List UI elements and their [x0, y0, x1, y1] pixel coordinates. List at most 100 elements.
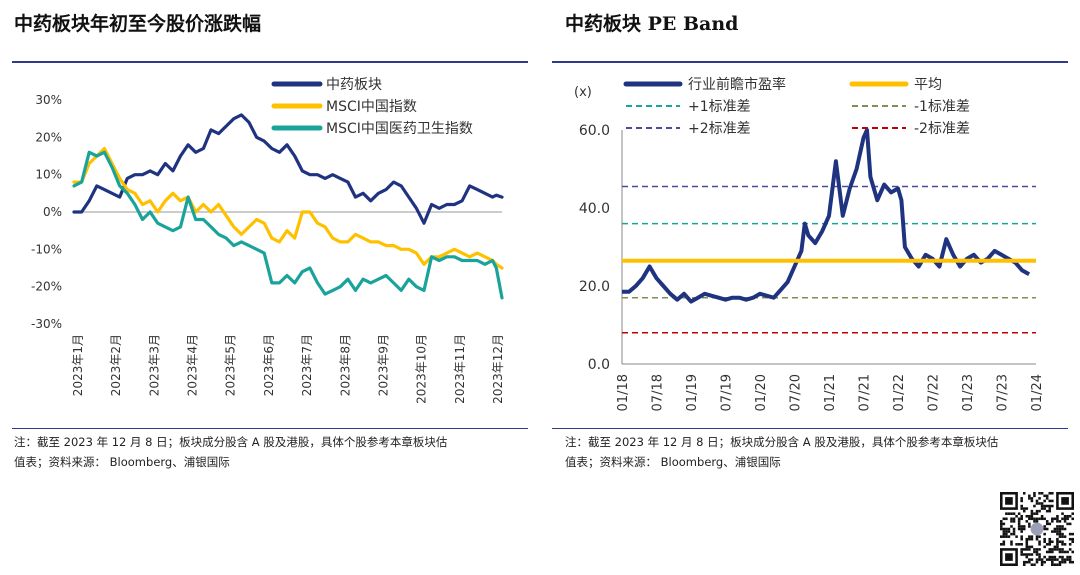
qr-module — [1002, 532, 1006, 536]
qr-module — [1045, 558, 1049, 561]
x-tick-label: 2023年3月 — [147, 334, 161, 396]
qr-module — [1000, 522, 1003, 526]
qr-module — [1056, 517, 1059, 521]
right-note-line1: 注：截至 2023 年 12 月 8 日；板块成分股含 A 股及港股，具体个股参… — [565, 435, 999, 449]
qr-module — [1033, 504, 1036, 508]
qr-module — [1038, 558, 1041, 561]
qr-module — [1005, 535, 1008, 538]
qr-module — [1051, 530, 1054, 533]
qr-module — [1043, 540, 1046, 544]
qr-module — [1012, 512, 1016, 515]
qr-module — [1061, 527, 1064, 531]
qr-module — [1002, 522, 1006, 526]
qr-module — [1017, 520, 1021, 523]
qr-module — [1025, 553, 1029, 556]
qr-module — [1045, 550, 1049, 554]
qr-module — [1015, 543, 1018, 546]
right-chart-title: 中药板块 PE Band — [565, 13, 739, 35]
qr-finder-center — [1005, 553, 1013, 561]
legend-label: +2标准差 — [688, 121, 751, 137]
qr-module — [1025, 537, 1029, 541]
qr-module — [1063, 560, 1067, 564]
qr-module — [1045, 522, 1049, 526]
qr-module — [1043, 537, 1046, 541]
qr-module — [1051, 563, 1054, 566]
qr-module — [1056, 520, 1059, 523]
qr-module — [1068, 558, 1072, 561]
qr-module — [1061, 558, 1064, 561]
qr-module — [1066, 555, 1069, 559]
qr-module — [1068, 560, 1072, 564]
x-tick-label: 2023年7月 — [300, 334, 314, 396]
qr-module — [1068, 537, 1072, 541]
qr-module — [1056, 548, 1059, 551]
qr-module — [1051, 517, 1054, 521]
qr-module — [1063, 527, 1067, 531]
qr-module — [1005, 527, 1008, 531]
qr-module — [1002, 517, 1006, 521]
qr-module — [1038, 492, 1041, 495]
qr-module — [1000, 535, 1003, 538]
qr-module — [1028, 537, 1031, 541]
qr-module — [1020, 504, 1023, 508]
qr-module — [1038, 502, 1041, 505]
qr-module — [1035, 520, 1039, 523]
qr-module — [1068, 522, 1072, 526]
qr-module — [1051, 540, 1054, 544]
qr-module — [1012, 532, 1016, 536]
qr-module — [1040, 560, 1044, 564]
qr-module — [1058, 548, 1062, 551]
qr-module — [1068, 555, 1072, 559]
qr-module — [1028, 497, 1031, 500]
qr-module — [1043, 525, 1046, 528]
qr-module — [1061, 560, 1064, 564]
qr-module — [1028, 494, 1031, 498]
qr-module — [1020, 517, 1023, 521]
qr-module — [1020, 514, 1023, 518]
qr-finder-center — [1005, 497, 1013, 505]
qr-module — [1033, 517, 1036, 521]
qr-module — [1005, 517, 1008, 521]
qr-module — [1025, 548, 1029, 551]
qr-module — [1030, 514, 1034, 518]
qr-module — [1020, 497, 1023, 500]
qr-module — [1053, 517, 1057, 521]
qr-module — [1068, 532, 1072, 536]
qr-module — [1061, 543, 1064, 546]
qr-module — [1071, 517, 1074, 521]
qr-module — [1010, 540, 1013, 544]
qr-module — [1035, 499, 1039, 503]
qr-module — [1030, 499, 1034, 503]
qr-module — [1030, 558, 1034, 561]
qr-module — [1012, 517, 1016, 521]
left-note-line1: 注：截至 2023 年 12 月 8 日；板块成分股含 A 股及港股，具体个股参… — [14, 435, 448, 449]
series-line-行业前瞻市盈率 — [622, 128, 1031, 304]
qr-module — [1056, 543, 1059, 546]
left-chart: 30% 20% 10% 0% -10% -20% -30% 2023年1月 2023年2月 202… — [31, 77, 505, 404]
qr-module — [1010, 517, 1013, 521]
legend-label: MSCI中国指数 — [326, 99, 417, 115]
qr-module — [1017, 517, 1021, 521]
y-tick-label: -20% — [31, 280, 62, 294]
qr-module — [1020, 530, 1023, 533]
qr-module — [1030, 553, 1034, 556]
x-tick-label: 2023年9月 — [376, 334, 390, 396]
x-tick-label: 2023年6月 — [262, 334, 276, 396]
qr-module — [1038, 553, 1041, 556]
x-tick-label: 07/19 — [720, 374, 735, 411]
qr-module — [1020, 525, 1023, 528]
qr-module — [1002, 540, 1006, 544]
y-tick-label: 20.0 — [579, 279, 610, 295]
x-tick-label: 2023年8月 — [338, 334, 352, 396]
qr-module — [1017, 543, 1021, 546]
qr-logo — [1030, 522, 1044, 536]
qr-module — [1025, 507, 1029, 510]
qr-module — [1025, 540, 1029, 544]
qr-module — [1010, 520, 1013, 523]
qr-module — [1066, 517, 1069, 521]
series-line-MSCI中国医药卫生指数 — [72, 150, 504, 300]
x-tick-label: 01/22 — [892, 374, 907, 411]
x-tick-label: 01/23 — [961, 374, 976, 411]
qr-module — [1040, 514, 1044, 518]
qr-module — [1058, 525, 1062, 528]
